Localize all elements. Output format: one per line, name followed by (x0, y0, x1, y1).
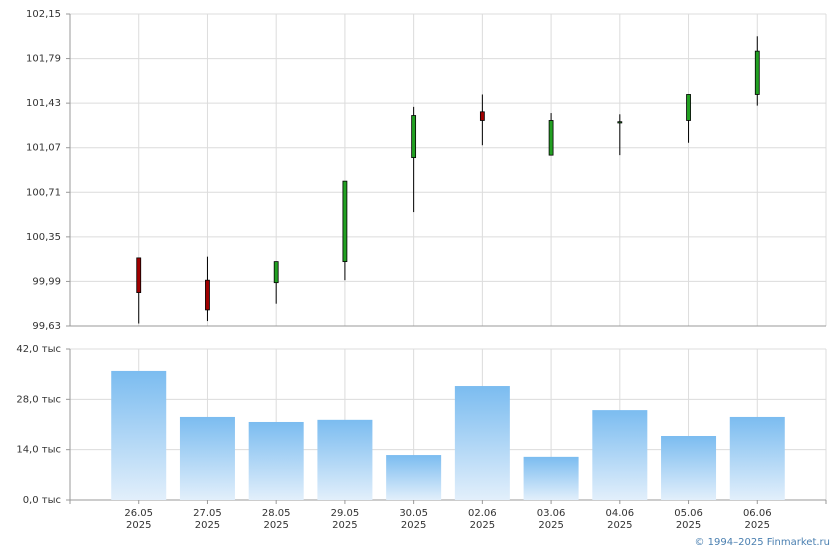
x-tick-label: 02.06 (468, 508, 497, 519)
x-tick-label: 2025 (607, 520, 632, 531)
candle-body (205, 279, 210, 311)
x-tick-label: 05.06 (674, 508, 703, 519)
x-tick-label: 2025 (126, 520, 151, 531)
volume-bar (179, 416, 235, 500)
candle-body (617, 121, 623, 124)
y-tick-label: 101,07 (26, 143, 61, 154)
volume-bar (248, 421, 304, 500)
x-tick-label: 2025 (538, 520, 563, 531)
candle-body (548, 120, 554, 156)
candle-body (273, 261, 279, 284)
x-tick-label: 26.05 (124, 508, 153, 519)
x-tick-label: 2025 (401, 520, 426, 531)
volume-bar (111, 370, 167, 500)
y-tick-label: 101,79 (26, 54, 61, 65)
x-tick-label: 2025 (745, 520, 770, 531)
y-tick-label: 42,0 тыс (16, 344, 61, 355)
x-tick-label: 2025 (263, 520, 288, 531)
x-tick-label: 2025 (332, 520, 357, 531)
volume-bar (523, 456, 579, 500)
y-tick-label: 101,43 (26, 98, 61, 109)
y-tick-label: 100,71 (26, 187, 61, 198)
candle-body (479, 111, 485, 121)
x-tick-label: 2025 (470, 520, 495, 531)
candle-body (686, 94, 691, 121)
x-tick-label: 2025 (676, 520, 701, 531)
candle-body (136, 257, 142, 293)
volume-bar (592, 410, 648, 500)
volume-bar (386, 455, 442, 500)
y-tick-label: 0,0 тыс (23, 495, 61, 506)
x-tick-label: 27.05 (193, 508, 222, 519)
x-tick-label: 06.06 (743, 508, 772, 519)
volume-bar (729, 416, 785, 500)
x-tick-label: 29.05 (331, 508, 360, 519)
candle-body (411, 115, 417, 159)
x-tick-label: 2025 (195, 520, 220, 531)
y-tick-label: 99,63 (32, 321, 61, 332)
volume-bar (317, 419, 373, 500)
x-tick-label: 03.06 (537, 508, 566, 519)
x-tick-label: 30.05 (399, 508, 428, 519)
candle-body (342, 180, 348, 263)
volume-bar (661, 436, 717, 500)
y-tick-label: 99,99 (32, 276, 61, 287)
x-tick-label: 28.05 (262, 508, 291, 519)
y-tick-label: 100,35 (26, 232, 61, 243)
x-tick-label: 04.06 (605, 508, 634, 519)
candle-body (754, 50, 760, 95)
volume-bar (454, 386, 510, 500)
y-tick-label: 28,0 тыс (16, 394, 61, 405)
y-tick-label: 14,0 тыс (16, 445, 61, 456)
y-tick-label: 102,15 (26, 9, 61, 20)
footer: © 1994–2025 Finmarket.ru (694, 537, 830, 548)
